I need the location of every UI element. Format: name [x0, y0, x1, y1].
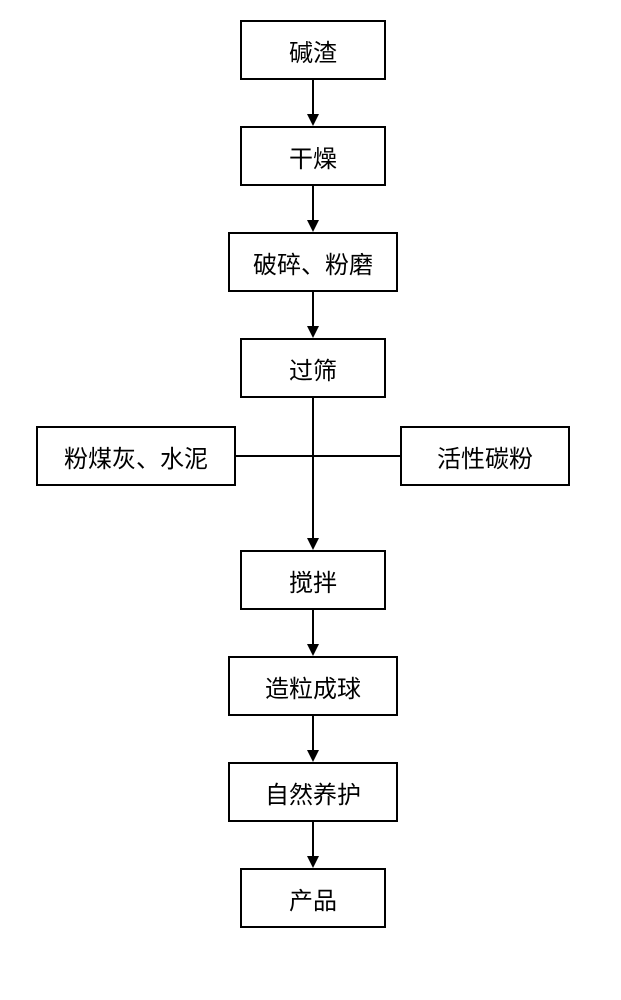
arrow-head — [307, 538, 319, 550]
arrow-line — [312, 398, 314, 538]
arrow-head — [307, 220, 319, 232]
node-granulation: 造粒成球 — [228, 656, 398, 716]
arrow-head — [307, 326, 319, 338]
node-activated-carbon: 活性碳粉 — [400, 426, 570, 486]
arrow-line — [312, 186, 314, 220]
node-label: 自然养护 — [265, 775, 361, 810]
node-natural-curing: 自然养护 — [228, 762, 398, 822]
node-label: 过筛 — [289, 351, 337, 386]
node-mixing: 搅拌 — [240, 550, 386, 610]
node-label: 产品 — [289, 881, 337, 916]
node-label: 破碎、粉磨 — [253, 245, 373, 280]
arrow-head — [307, 644, 319, 656]
arrow-line — [312, 822, 314, 856]
arrow-line — [312, 610, 314, 644]
node-alkali-slag: 碱渣 — [240, 20, 386, 80]
node-crushing-grinding: 破碎、粉磨 — [228, 232, 398, 292]
arrow-head — [307, 750, 319, 762]
connector-line-left — [236, 455, 313, 457]
arrow-head — [307, 114, 319, 126]
node-label: 活性碳粉 — [437, 439, 533, 474]
node-drying: 干燥 — [240, 126, 386, 186]
node-sieving: 过筛 — [240, 338, 386, 398]
arrow-line — [312, 292, 314, 326]
node-flyash-cement: 粉煤灰、水泥 — [36, 426, 236, 486]
arrow-head — [307, 856, 319, 868]
node-product: 产品 — [240, 868, 386, 928]
node-label: 造粒成球 — [265, 669, 361, 704]
arrow-line — [312, 80, 314, 114]
node-label: 搅拌 — [289, 563, 337, 598]
flowchart-container: 碱渣 干燥 破碎、粉磨 过筛 粉煤灰、水泥 活性碳粉 搅拌 造粒成球 自然养护 … — [0, 0, 621, 1000]
node-label: 粉煤灰、水泥 — [64, 439, 208, 474]
arrow-line — [312, 716, 314, 750]
node-label: 碱渣 — [289, 33, 337, 68]
node-label: 干燥 — [289, 139, 337, 174]
connector-line-right — [313, 455, 400, 457]
